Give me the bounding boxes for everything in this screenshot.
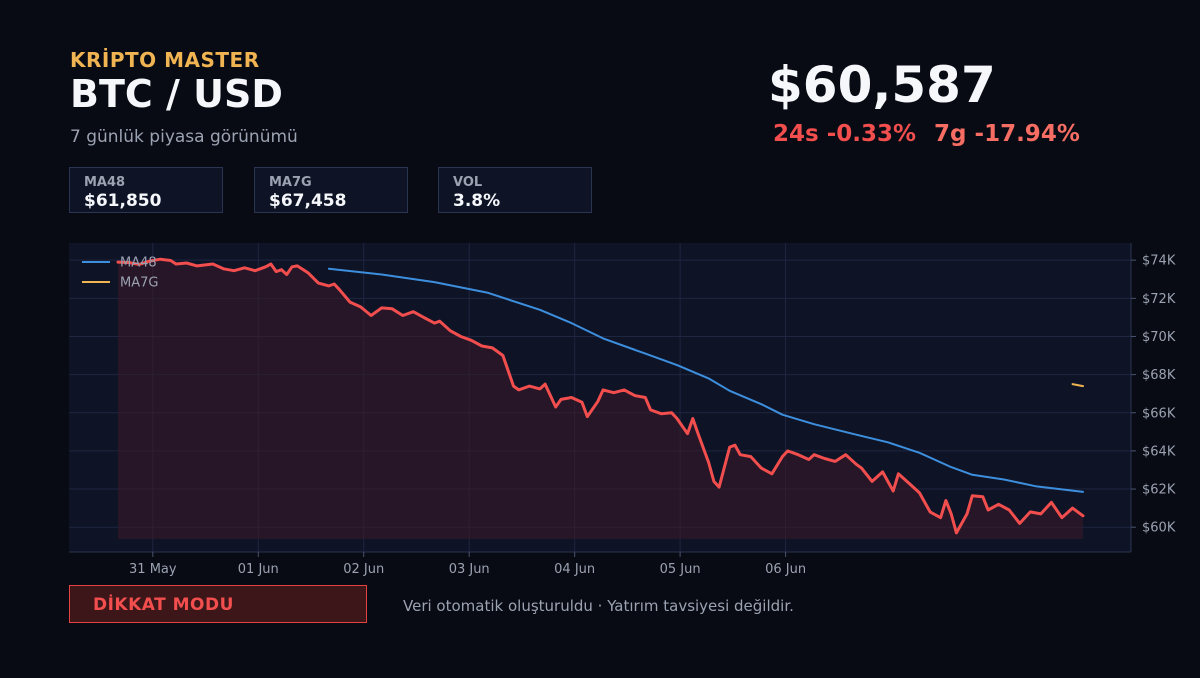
ma7g-series-line — [1071, 383, 1084, 388]
change-24h: 24s -0.33% — [773, 121, 917, 147]
y-tick-label: $64K — [1142, 444, 1176, 459]
y-tick-label: $68K — [1142, 368, 1176, 383]
price-series-line — [116, 257, 1085, 535]
subtitle: 7 günlük piyasa görünümü — [70, 127, 298, 147]
alert-mode-label: DİKKAT MODU — [93, 595, 234, 615]
x-tick-label: 02 Jun — [343, 562, 384, 577]
x-tick-label: 04 Jun — [554, 562, 595, 577]
disclaimer-text: Veri otomatik oluşturuldu · Yatırım tavs… — [403, 597, 794, 615]
x-tick-label: 03 Jun — [449, 562, 490, 577]
y-tick-label: $66K — [1142, 406, 1176, 421]
stat-label: MA48 — [84, 175, 126, 190]
x-tick-label: 31 May — [129, 562, 177, 577]
stat-value: $61,850 — [84, 191, 162, 211]
stat-label: MA7G — [269, 175, 312, 190]
x-tick-label: 06 Jun — [765, 562, 806, 577]
stat-card-ma7g: MA7G $67,458 — [254, 167, 408, 213]
stat-label: VOL — [453, 175, 483, 190]
legend-label-ma48: MA48 — [120, 256, 157, 271]
y-tick-label: $74K — [1142, 254, 1176, 269]
stat-value: 3.8% — [453, 191, 501, 211]
stat-value: $67,458 — [269, 191, 347, 211]
legend-label-ma7g: MA7G — [120, 276, 158, 291]
y-tick-label: $60K — [1142, 521, 1176, 536]
stat-card-ma48: MA48 $61,850 — [69, 167, 223, 213]
brand-label: KRİPTO MASTER — [70, 48, 260, 72]
ma48-series-line — [327, 267, 1084, 493]
pair-title: BTC / USD — [70, 72, 283, 116]
x-tick-label: 01 Jun — [238, 562, 279, 577]
alert-mode-button[interactable]: DİKKAT MODU — [69, 585, 367, 623]
x-tick-label: 05 Jun — [660, 562, 701, 577]
y-tick-label: $72K — [1142, 292, 1176, 307]
price-changes: 24s -0.33% 7g -17.94% — [773, 121, 1080, 147]
y-tick-label: $70K — [1142, 330, 1176, 345]
change-7d: 7g -17.94% — [934, 121, 1080, 147]
y-tick-label: $62K — [1142, 483, 1176, 498]
current-price: $60,587 — [768, 56, 996, 114]
stat-card-vol: VOL 3.8% — [438, 167, 592, 213]
